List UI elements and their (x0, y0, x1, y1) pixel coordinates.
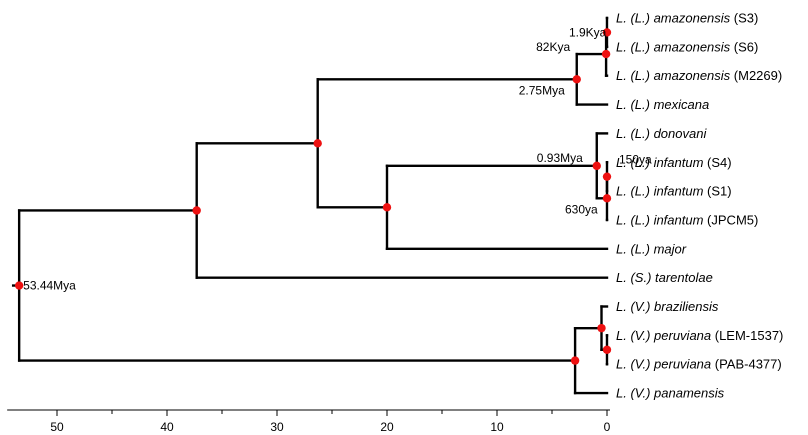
node-dot-n_inf41 (602, 172, 612, 181)
taxon-label-braz: L. (V.) braziliensis (616, 299, 719, 314)
node-dot-n_braz (597, 323, 606, 333)
taxon-label-am_s3: L. (L.) amazonensis (S3) (616, 11, 758, 26)
node-dot-n_per (602, 345, 612, 354)
taxon-label-am_m2269: L. (L.) amazonensis (M2269) (616, 68, 782, 83)
taxon-labels: L. (L.) amazonensis (S3) L. (L.) amazonen… (616, 11, 783, 401)
node-age-label-n_am36: 1.9Kya (569, 25, 607, 39)
axis-tick-label-40: 40 (160, 420, 174, 434)
node-dot-n_am36 (602, 28, 612, 37)
node-age-label-n_am: 82Kya (536, 40, 570, 54)
axis-tick-label-50: 50 (50, 420, 64, 434)
taxon-label-inf_s1: L. (L.) infantum (S1) (616, 184, 732, 199)
node-dot-n_ls (192, 206, 201, 215)
node-age-label-root: 53.44Mya (23, 279, 76, 293)
node-dot-n_don (592, 161, 601, 171)
taxon-label-am_s6: L. (L.) amazonensis (S6) (616, 39, 758, 54)
taxon-label-per_lem: L. (V.) peruviana (LEM-1537) (616, 328, 783, 343)
tree-branches (11, 16, 609, 395)
axis-tick-label-0: 0 (604, 420, 611, 434)
taxon-label-panam: L. (V.) panamensis (616, 386, 725, 401)
taxon-label-inf_jpcm5: L. (L.) infantum (JPCM5) (616, 212, 758, 227)
taxon-label-inf_s4: L. (L.) infantum (S4) (616, 155, 732, 170)
node-dot-n_vian (570, 356, 580, 365)
node-dot-n_am (601, 49, 611, 59)
axis-tick-label-10: 10 (490, 420, 504, 434)
node-age-label-n_don: 0.93Mya (537, 151, 583, 165)
taxon-label-per_pab: L. (V.) peruviana (PAB-4377) (616, 357, 782, 372)
taxon-label-donovani: L. (L.) donovani (616, 126, 707, 141)
taxon-label-major: L. (L.) major (616, 241, 687, 256)
node-dot-n_leish (313, 139, 322, 148)
axis-tick-label-30: 30 (270, 420, 284, 434)
node-dot-root (14, 281, 24, 290)
node-age-label-n_mex: 2.75Mya (519, 83, 565, 97)
node-age-label-n_inf: 630ya (565, 202, 598, 216)
tree-nodes (14, 28, 612, 365)
node-age-label-n_inf41: 150ya (619, 153, 652, 167)
taxon-label-tarent: L. (S.) tarentolae (616, 270, 713, 285)
taxon-label-mexicana: L. (L.) mexicana (616, 97, 709, 112)
node-dot-n_mex (572, 75, 581, 84)
axis-tick-label-20: 20 (380, 420, 394, 434)
node-dot-n_don_maj (382, 203, 392, 212)
time-axis: 50 40 30 20 10 0 (7, 409, 611, 434)
node-dot-n_inf (602, 194, 612, 203)
